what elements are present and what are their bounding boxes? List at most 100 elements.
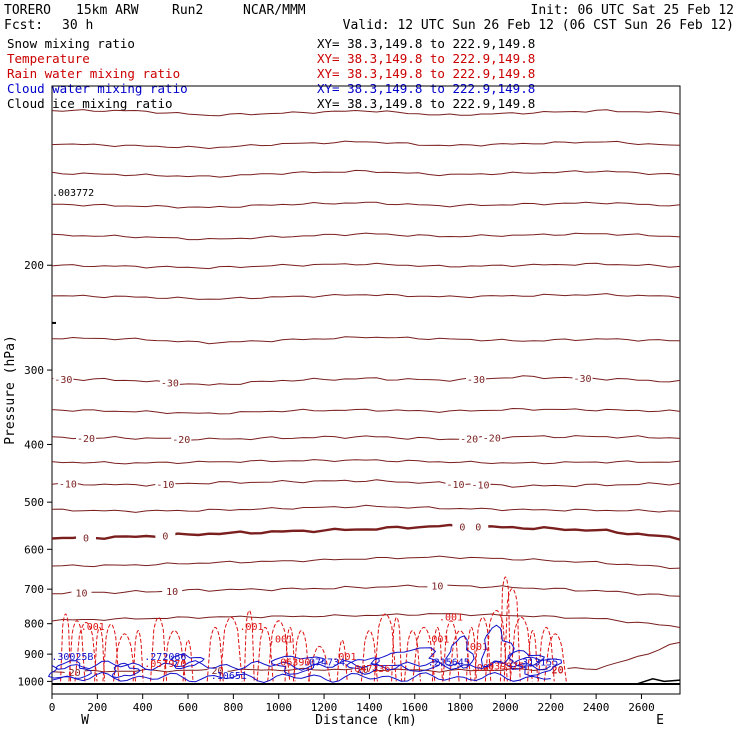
isotherm-label: -30 [467,375,485,386]
rain-contour [465,626,477,682]
isotherm-label: -20 [460,434,478,445]
isotherm-line [51,459,681,465]
legend: Snow mixing ratio XY= 38.3,149.8 to 222.9… [7,36,535,111]
rain-contour [182,639,194,682]
valid-time: Valid: 12 UTC Sun 26 Feb 12 (06 CST Sun … [343,18,734,33]
isotherm-label: -10 [156,480,174,491]
cloud-label: .10651 [211,671,247,682]
isotherm-label: -20 [77,434,95,445]
legend-xy-3: XY= 38.3,149.8 to 222.9,149.8 [317,81,535,96]
cloud-contour [47,660,92,679]
model-resolution: 15km ARW [76,3,139,18]
isotherm-label-bg [53,372,74,384]
isotherm-0 [51,523,681,541]
isotherm-line [51,140,681,150]
legend-entry-4: Cloud ice mixing ratio [7,96,173,111]
isotherm-line [51,293,681,300]
cloud-contour [112,662,141,679]
rain-label: .001 [439,612,463,623]
forecast-hours: 30 h [62,18,93,33]
y-axis-title: Pressure (hPa) [3,335,18,445]
init-time: Init: 06 UTC Sat 25 Feb 12 [531,3,735,18]
isotherm-label-bg [64,665,85,677]
isotherm-label: 20 [69,668,81,679]
isotherm-label-bg [470,478,491,490]
isotherm-label: 0 [162,532,168,543]
rain-label: .001 [332,652,356,663]
isotherm--10 [51,479,681,488]
legend-entry-3: Cloud water mixing ratio [7,81,188,96]
isotherm-label: 20 [357,665,369,676]
isotherm-label-bg [76,431,97,443]
y-tick-label: 600 [24,543,44,556]
rain-contour [360,630,378,682]
rain-contour [150,616,168,682]
rain-contour [68,620,86,682]
isotherm-label: 20 [211,666,223,677]
y-tick-label: 400 [24,438,44,451]
rain-contour [537,626,555,682]
x-tick-label: 600 [178,701,198,714]
isotherm-line [51,613,681,628]
isotherm-label-bg [572,372,593,384]
isotherm--20 [51,435,681,441]
legend-xy-0: XY= 38.3,149.8 to 222.9,149.8 [317,36,535,51]
isotherm-label: 10 [166,587,178,598]
x-tick-label: 800 [223,701,243,714]
cloud-contour [346,657,380,675]
isotherm-label: -30 [573,374,591,385]
x-tick-label: 1800 [447,701,474,714]
isotherm-label-bg [452,520,473,532]
isotherm-line [51,336,681,345]
rain-contour [60,613,72,682]
rain-contour [503,588,521,682]
isotherm-label-bg [71,586,92,598]
cloud-contour [370,647,441,672]
isotherm-label: -30 [161,379,179,390]
cloud-label: .272086 [144,652,186,663]
isotherm-line [51,201,681,209]
model-run: Run2 [172,3,203,18]
isotherm-label-bg [57,477,78,489]
rain-contour [509,616,533,682]
legend-entry-2: Rain water mixing ratio [7,66,180,81]
isotherm-label-bg [162,584,183,596]
x-tick-label: 2200 [538,701,565,714]
rain-contour [373,613,397,682]
x-tick-label: 1000 [265,701,292,714]
x-tick-label: 1200 [311,701,338,714]
rain-contour [431,626,443,682]
isotherm-label-bg [159,376,180,388]
rain-contour [474,616,492,682]
isotherm-label: -20 [172,435,190,446]
isotherm-label: 20 [552,665,564,676]
y-tick-label: 800 [24,618,44,631]
isotherm-label-bg [427,579,448,591]
model-name: TORERO [4,3,51,18]
isotherm-label: -10 [447,480,465,491]
rain-contour [292,630,310,682]
rain-label: .001 [269,634,293,645]
isotherm-label: -10 [471,481,489,492]
isotherm-10 [51,584,681,597]
west-label: W [81,713,89,728]
rain-contour [94,626,106,682]
rain-contour [527,630,539,682]
isotherm-label: 0 [83,534,89,545]
legend-xy-1: XY= 38.3,149.8 to 222.9,149.8 [317,51,535,66]
rain-contour [267,620,291,682]
rain-contour [162,630,186,682]
rain-label: .001 [81,622,105,633]
rain-contour [484,610,508,682]
isotherm-label: -10 [59,480,77,491]
y-tick-label: 1000 [18,675,45,688]
isotherm-label: -20 [483,434,501,445]
cloud-label: .30025B [51,652,93,663]
rain-contour [74,621,98,682]
cloud-label: .047336 [348,664,390,675]
model-org: NCAR/MMM [243,3,306,18]
rain-contour [113,633,137,682]
y-tick-label: 900 [24,648,44,661]
rain-label: .001 [425,634,449,645]
